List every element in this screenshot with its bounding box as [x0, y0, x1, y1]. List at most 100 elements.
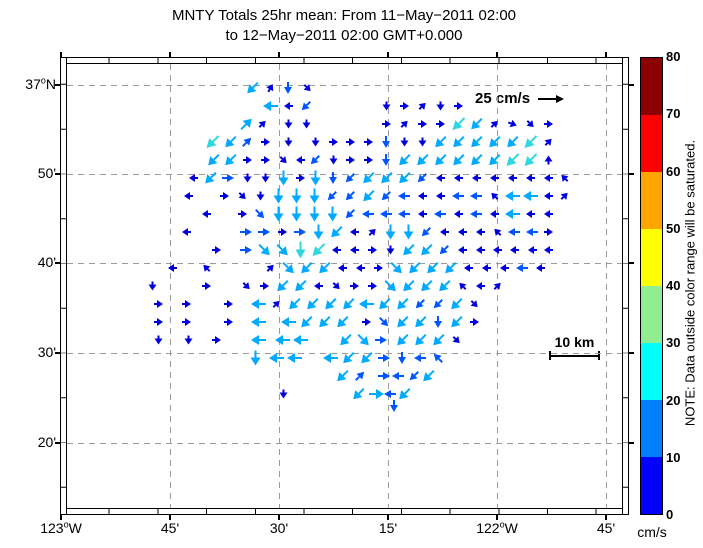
current-vector-tail — [515, 231, 520, 233]
current-vector-head — [362, 210, 369, 218]
current-vector-tail — [349, 285, 353, 287]
current-vector-arrow — [181, 300, 191, 308]
speed-colorbar — [640, 57, 663, 515]
current-vector-arrow — [237, 210, 247, 218]
y-axis-label: 50' — [37, 165, 56, 181]
figure-title-line2: to 12−May−2011 02:00 GMT+0.000 — [225, 27, 463, 44]
current-vector-arrow — [337, 264, 347, 272]
current-vector-arrow — [399, 102, 409, 110]
current-vector-head — [284, 140, 292, 147]
current-vector-tail — [330, 357, 338, 359]
current-vector-arrow — [435, 192, 445, 200]
current-vector-arrow — [382, 154, 390, 166]
colorbar-tick-label: 20 — [666, 392, 681, 408]
current-vector-head — [154, 338, 162, 345]
current-vector-tail — [381, 123, 385, 125]
x-axis-label: 45' — [160, 520, 180, 536]
current-vector-tail — [153, 303, 157, 305]
current-vector-head — [398, 210, 405, 218]
current-vector-tail — [240, 249, 245, 251]
current-vector-tail — [317, 224, 319, 232]
current-vector-head — [403, 231, 413, 240]
longitude-gridline — [279, 64, 280, 508]
current-vector-arrow — [434, 316, 442, 328]
current-vector-head — [543, 192, 550, 200]
colorbar-tick-label: 80 — [666, 49, 681, 64]
x-axis-tick — [387, 52, 389, 57]
current-vector-head — [268, 353, 277, 363]
current-vector-arrow — [386, 245, 394, 255]
current-vector-tail — [294, 357, 302, 359]
latitude-gridline — [67, 85, 622, 86]
y-axis-tick — [55, 84, 60, 86]
current-vector-head — [156, 300, 163, 308]
current-vector-tail — [260, 159, 264, 161]
current-vector-head — [463, 264, 470, 272]
current-vector-tail — [259, 285, 263, 287]
current-vector-arrow — [181, 318, 191, 326]
current-vector-tail — [367, 285, 371, 287]
current-vector-head — [240, 210, 247, 218]
current-vector-tail — [328, 141, 332, 143]
current-vector-head — [262, 101, 271, 111]
current-vector-arrow — [543, 228, 553, 236]
current-vector-head — [284, 122, 292, 129]
current-vector-head — [380, 336, 387, 344]
latitude-gridline — [67, 174, 622, 175]
current-vector-head — [227, 174, 234, 182]
current-vector-tail — [223, 303, 227, 305]
current-vector-tail — [361, 321, 365, 323]
current-vector-arrow — [489, 210, 499, 218]
y-axis-tick — [55, 352, 60, 354]
x-axis-tick — [605, 515, 607, 520]
current-vector-arrow — [516, 264, 528, 272]
x-axis-label: 30' — [269, 520, 289, 536]
current-vector-arrow — [154, 335, 162, 345]
current-vector-arrow — [380, 210, 392, 218]
current-vector-head — [499, 264, 506, 272]
current-vector-tail — [387, 213, 392, 215]
x-axis-tick — [278, 52, 280, 57]
current-vector-arrow — [262, 101, 278, 111]
current-vector-arrow — [526, 228, 538, 236]
current-vector-head — [535, 264, 542, 272]
current-vector-tail — [313, 188, 315, 196]
current-vector-arrow — [385, 224, 395, 240]
current-vector-head — [418, 140, 426, 147]
current-vector-tail — [363, 159, 367, 161]
current-vector-arrow — [457, 246, 467, 254]
current-vector-arrow — [481, 264, 491, 272]
current-vector-arrow — [274, 335, 290, 345]
current-vector-arrow — [378, 354, 390, 362]
y-axis-tick — [629, 173, 634, 175]
current-vector-arrow — [535, 264, 545, 272]
current-vector-arrow — [188, 174, 198, 182]
y-axis-tick — [629, 442, 634, 444]
reference-vector: 25 cm/s — [475, 90, 565, 107]
current-vector-arrow — [311, 137, 319, 147]
current-vector-head — [243, 176, 251, 183]
current-vector-arrow — [475, 282, 485, 290]
x-axis-tick — [496, 52, 498, 57]
latitude-gridline — [67, 263, 622, 264]
current-vector-arrow — [417, 210, 427, 218]
current-vector-head — [527, 246, 534, 254]
current-vector-tail — [223, 321, 227, 323]
current-vector-arrow — [398, 192, 410, 200]
current-vector-head — [509, 246, 516, 254]
current-vector-arrow — [211, 246, 221, 254]
current-vector-head — [274, 335, 283, 345]
current-vector-head — [384, 390, 391, 398]
current-vector-tail — [533, 231, 538, 233]
current-vector-tail — [300, 339, 308, 341]
current-vector-tail — [240, 231, 245, 233]
current-vector-head — [383, 354, 390, 362]
current-vector-head — [322, 353, 331, 363]
colorbar-tick-label: 10 — [666, 449, 681, 465]
current-vector-tail — [242, 159, 246, 161]
current-vector-arrow — [153, 318, 163, 326]
current-vector-head — [295, 249, 305, 259]
current-vector-head — [286, 353, 295, 363]
current-vector-head — [250, 335, 259, 345]
current-vector-arrow — [309, 188, 319, 204]
